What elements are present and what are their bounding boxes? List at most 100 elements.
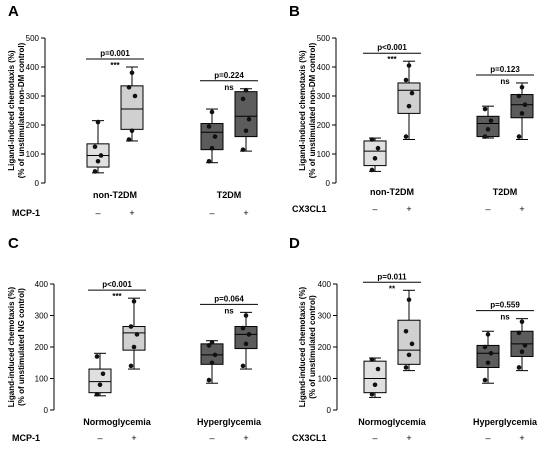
group-label: T2DM	[217, 190, 242, 200]
treatment-symbol: +	[243, 208, 248, 218]
p-value-label: p=0.559	[490, 301, 520, 310]
treatment-symbol: +	[406, 204, 411, 214]
data-point	[240, 325, 246, 331]
data-point	[98, 153, 104, 158]
box-g2-plus	[234, 87, 258, 152]
treatment-symbol: –	[97, 433, 102, 443]
data-point	[406, 103, 412, 109]
data-point	[516, 330, 522, 336]
y-tick-label: 0	[44, 406, 49, 415]
data-point	[406, 63, 412, 68]
data-point	[522, 343, 528, 348]
y-tick-label: 300	[35, 312, 49, 321]
p-value-label: p<0.001	[102, 280, 132, 289]
data-point	[482, 344, 488, 350]
data-point	[369, 391, 375, 397]
y-tick-label: 0	[35, 179, 40, 188]
significance-stars: ***	[112, 292, 122, 301]
y-tick-label: 100	[26, 150, 40, 159]
panel-d: D 0 100 200 300 400 Ligand-induced chemotaxis …	[289, 235, 538, 443]
box-rect	[234, 326, 258, 350]
box-g1-minus	[88, 352, 112, 397]
box-rect	[476, 344, 500, 368]
data-point	[488, 351, 494, 356]
treatment-label: CX3CL1	[292, 204, 327, 214]
treatment-symbol: +	[243, 433, 248, 443]
significance-stars: ns	[500, 313, 510, 322]
box-g1-plus	[397, 60, 421, 140]
p-value-label: p=0.011	[377, 272, 407, 281]
p-value-label: p=0.001	[100, 49, 130, 58]
data-point	[406, 297, 412, 303]
panel-letter: B	[289, 3, 300, 20]
box-rect	[88, 368, 112, 394]
data-point	[97, 382, 103, 388]
y-tick-label: 0	[326, 179, 331, 188]
data-point	[519, 85, 525, 90]
group-label: Normoglycemia	[83, 417, 152, 427]
data-point	[95, 119, 101, 125]
data-point	[403, 365, 409, 370]
box-g2-minus	[200, 339, 224, 384]
data-point	[403, 328, 409, 334]
p-value-label: p<0.001	[377, 43, 407, 52]
y-axis-label: Ligand-induced chemotaxis (%)	[298, 50, 307, 171]
data-point	[128, 363, 134, 369]
data-point	[128, 324, 134, 329]
data-point	[240, 96, 246, 102]
box-g2-plus	[510, 82, 534, 140]
box-g2-plus	[234, 311, 258, 370]
group-label: Hyperglycemia	[473, 417, 538, 427]
box-g1-minus	[363, 137, 387, 173]
y-tick-label: 200	[318, 343, 332, 352]
y-tick-label: 100	[317, 150, 331, 159]
treatment-symbol: +	[406, 433, 411, 443]
data-point	[212, 352, 218, 358]
box-rect	[363, 140, 387, 167]
data-point	[134, 332, 140, 337]
data-point	[482, 106, 488, 112]
box-rect	[397, 82, 421, 114]
group-label: Hyperglycemia	[197, 417, 262, 427]
panel-letter: A	[8, 3, 19, 20]
y-tick-label: 400	[35, 280, 49, 289]
data-point	[369, 137, 375, 142]
significance-stars: ***	[110, 61, 120, 70]
data-point	[409, 341, 415, 347]
panel-a: A 0 100 200 300 400 500 Ligand-induced chemotax…	[7, 3, 258, 218]
y-axis-label: Ligand-induced chemotaxis (%)	[7, 286, 16, 407]
y-tick-label: 400	[318, 280, 332, 289]
y-tick-label: 500	[26, 34, 40, 43]
significance-stars: ns	[224, 83, 234, 92]
data-point	[94, 354, 100, 359]
data-point	[372, 156, 378, 161]
y-tick-label: 100	[318, 375, 332, 384]
data-point	[369, 357, 375, 362]
panel-letter: D	[289, 235, 300, 252]
y-tick-label: 200	[317, 121, 331, 130]
y-tick-label: 400	[26, 63, 40, 72]
y-tick-label: 400	[317, 63, 331, 72]
data-point	[243, 313, 249, 318]
treatment-symbol: –	[372, 204, 377, 214]
treatment-label: MCP-1	[12, 208, 40, 218]
data-point	[92, 169, 98, 174]
data-point	[409, 90, 415, 96]
data-point	[240, 363, 246, 369]
data-point	[482, 134, 488, 139]
box-rect	[510, 94, 534, 119]
data-point	[375, 366, 381, 372]
significance-stars: ***	[387, 55, 397, 64]
box-rect	[363, 360, 387, 394]
treatment-symbol: –	[95, 208, 100, 218]
y-tick-label: 100	[35, 375, 49, 384]
data-point	[375, 145, 381, 151]
data-point	[131, 299, 137, 304]
data-point	[206, 377, 212, 383]
box-rect	[120, 85, 144, 130]
data-point	[485, 360, 491, 366]
data-point	[206, 124, 212, 129]
panel-c: C 0 100 200 300 400 Ligand-induced chemotaxis …	[7, 235, 262, 443]
data-point	[209, 339, 215, 345]
treatment-label: CX3CL1	[292, 433, 327, 443]
